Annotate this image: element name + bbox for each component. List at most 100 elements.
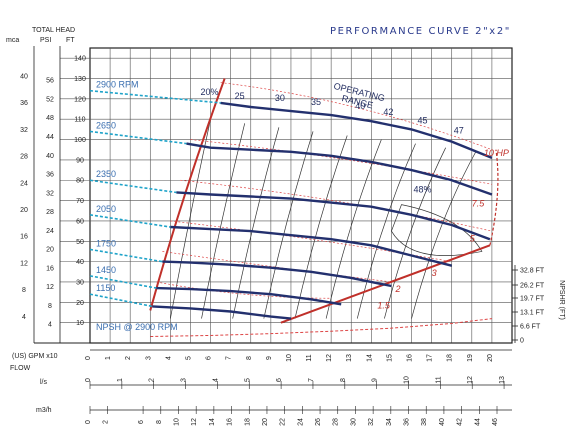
efficiency-label: 48% [414, 184, 432, 194]
mca-tick-label: 4 [22, 314, 26, 321]
efficiency-48-loop [391, 204, 483, 256]
series-label: 1150 [96, 283, 115, 293]
psi-tick-label: 36 [46, 172, 54, 179]
ft-tick-label: 50 [76, 239, 84, 246]
series-leadin [89, 130, 187, 145]
efficiency-label: 40 [355, 101, 365, 111]
efficiency-contour [201, 123, 246, 319]
operating-range-bottom [280, 244, 491, 324]
m3h-tick-label: 10 [173, 418, 180, 426]
m3h-tick-label: 30 [350, 418, 357, 426]
ls-tick-label: 10 [404, 376, 411, 384]
ft-tick-label: 30 [76, 279, 84, 286]
ft-tick-label: 110 [74, 117, 85, 124]
gpm-tick-label: 19 [467, 354, 474, 362]
efficiency-contour [325, 139, 382, 319]
m3h-tick-label: 24 [297, 418, 304, 426]
series-line [170, 225, 452, 267]
psi-tick-label: 56 [46, 78, 54, 85]
psi-tick-label: 40 [46, 153, 54, 160]
npshr-tick-label: 19.7 FT [520, 296, 545, 303]
series-line [176, 191, 491, 241]
ft-tick-label: 120 [74, 96, 86, 103]
efficiency-contour [356, 143, 416, 319]
efficiency-label: 30 [275, 93, 285, 103]
head-axis-title: TOTAL HEAD [32, 27, 75, 34]
m3h-tick-label: 36 [404, 418, 411, 426]
m3h-tick-label: 40 [439, 418, 446, 426]
ls-tick-label: 12 [467, 376, 474, 384]
efficiency-contour [384, 147, 446, 319]
psi-tick-label: 4 [48, 322, 52, 329]
efficiency-label: 47 [454, 125, 464, 135]
series-line [156, 286, 342, 306]
chart-grid [33, 46, 513, 344]
m3h-tick-label: 26 [315, 418, 322, 426]
m3h-tick-label: 0 [85, 420, 92, 424]
flow-axes: 0 1 2 3 4 5 6 7 8 9 10 11 12 13 14 15 16 17 18 19 200 1 2 3 4 5 6 7… [85, 349, 512, 426]
hp-label: 7.5 [472, 199, 486, 209]
gpm-tick-label: 20 [487, 354, 494, 362]
psi-tick-label: 20 [46, 247, 54, 254]
ls-tick-label: 0 [85, 378, 92, 382]
npshr-axis-title: NPSHR (FT) [558, 280, 565, 320]
npshr-tick-label: 26.2 FT [520, 283, 545, 290]
series-label: 2350 [96, 169, 116, 179]
series-label: 1750 [96, 238, 116, 248]
psi-tick-label: 8 [48, 303, 52, 310]
series-label: 2900 RPM [96, 80, 139, 90]
hp-label: 10 HP [484, 148, 509, 158]
ft-tick-label: 130 [74, 76, 86, 83]
series-leadin [89, 89, 221, 104]
psi-tick-label: 44 [46, 134, 54, 141]
gpm-tick-label: 14 [366, 354, 373, 362]
mca-tick-label: 20 [20, 207, 28, 214]
ls-tick-label: 3 [181, 378, 188, 382]
efficiency-label: 45 [418, 115, 428, 125]
npshr-tick-label: 0 [520, 338, 524, 345]
mca-tick-label: 16 [20, 234, 28, 241]
gpm-tick-label: 2 [125, 356, 132, 360]
psi-tick-label: 12 [46, 284, 54, 291]
ft-tick-label: 20 [76, 300, 84, 307]
operating-range-right [489, 149, 499, 246]
mca-tick-label: 40 [20, 73, 28, 80]
gpm-tick-label: 15 [386, 354, 393, 362]
mca-tick-label: 32 [20, 127, 28, 134]
gpm-tick-label: 3 [145, 356, 152, 360]
series-label: 2050 [96, 204, 116, 214]
m3h-tick-label: 18 [244, 418, 251, 426]
psi-tick-label: 32 [46, 190, 54, 197]
ft-tick-label: 140 [74, 56, 86, 63]
mca-tick-label: 24 [20, 180, 28, 187]
head-axis-ticks: 1020304050607080901001101201301404812162… [20, 56, 545, 345]
series-line [152, 305, 292, 320]
npshr-tick-label: 32.8 FT [520, 268, 545, 275]
head-unit-psi: PSI [40, 37, 51, 44]
psi-tick-label: 16 [46, 265, 54, 272]
m3h-tick-label: 38 [421, 418, 428, 426]
series-line [220, 101, 493, 160]
hp-curve [180, 179, 492, 232]
series-label: 1450 [96, 265, 116, 275]
hp-label: 1.5 [377, 300, 391, 310]
ls-tick-label: 4 [212, 378, 219, 382]
gpm-tick-label: 11 [306, 354, 313, 361]
flow-gpm-label: (US) GPM x10 [12, 353, 58, 360]
gpm-tick-label: 0 [85, 356, 92, 360]
head-unit-ft: FT [66, 37, 75, 44]
npshr-tick-label: 13.1 FT [520, 310, 545, 317]
gpm-tick-label: 10 [286, 354, 293, 362]
m3h-tick-label: 44 [474, 418, 481, 426]
operating-range-left [149, 78, 226, 311]
series-leadin [89, 179, 177, 194]
mca-tick-label: 36 [20, 100, 28, 107]
flow-ls-label: l/s [40, 379, 48, 386]
chart-title: PERFORMANCE CURVE 2"x2" [330, 26, 511, 37]
efficiency-label: 20% [201, 87, 219, 97]
gpm-tick-label: 7 [226, 356, 233, 360]
mca-tick-label: 12 [20, 260, 28, 267]
hp-label: 5 [470, 233, 476, 243]
ft-tick-label: 90 [76, 157, 84, 164]
npshr-tick-label: 6.6 FT [520, 324, 541, 331]
